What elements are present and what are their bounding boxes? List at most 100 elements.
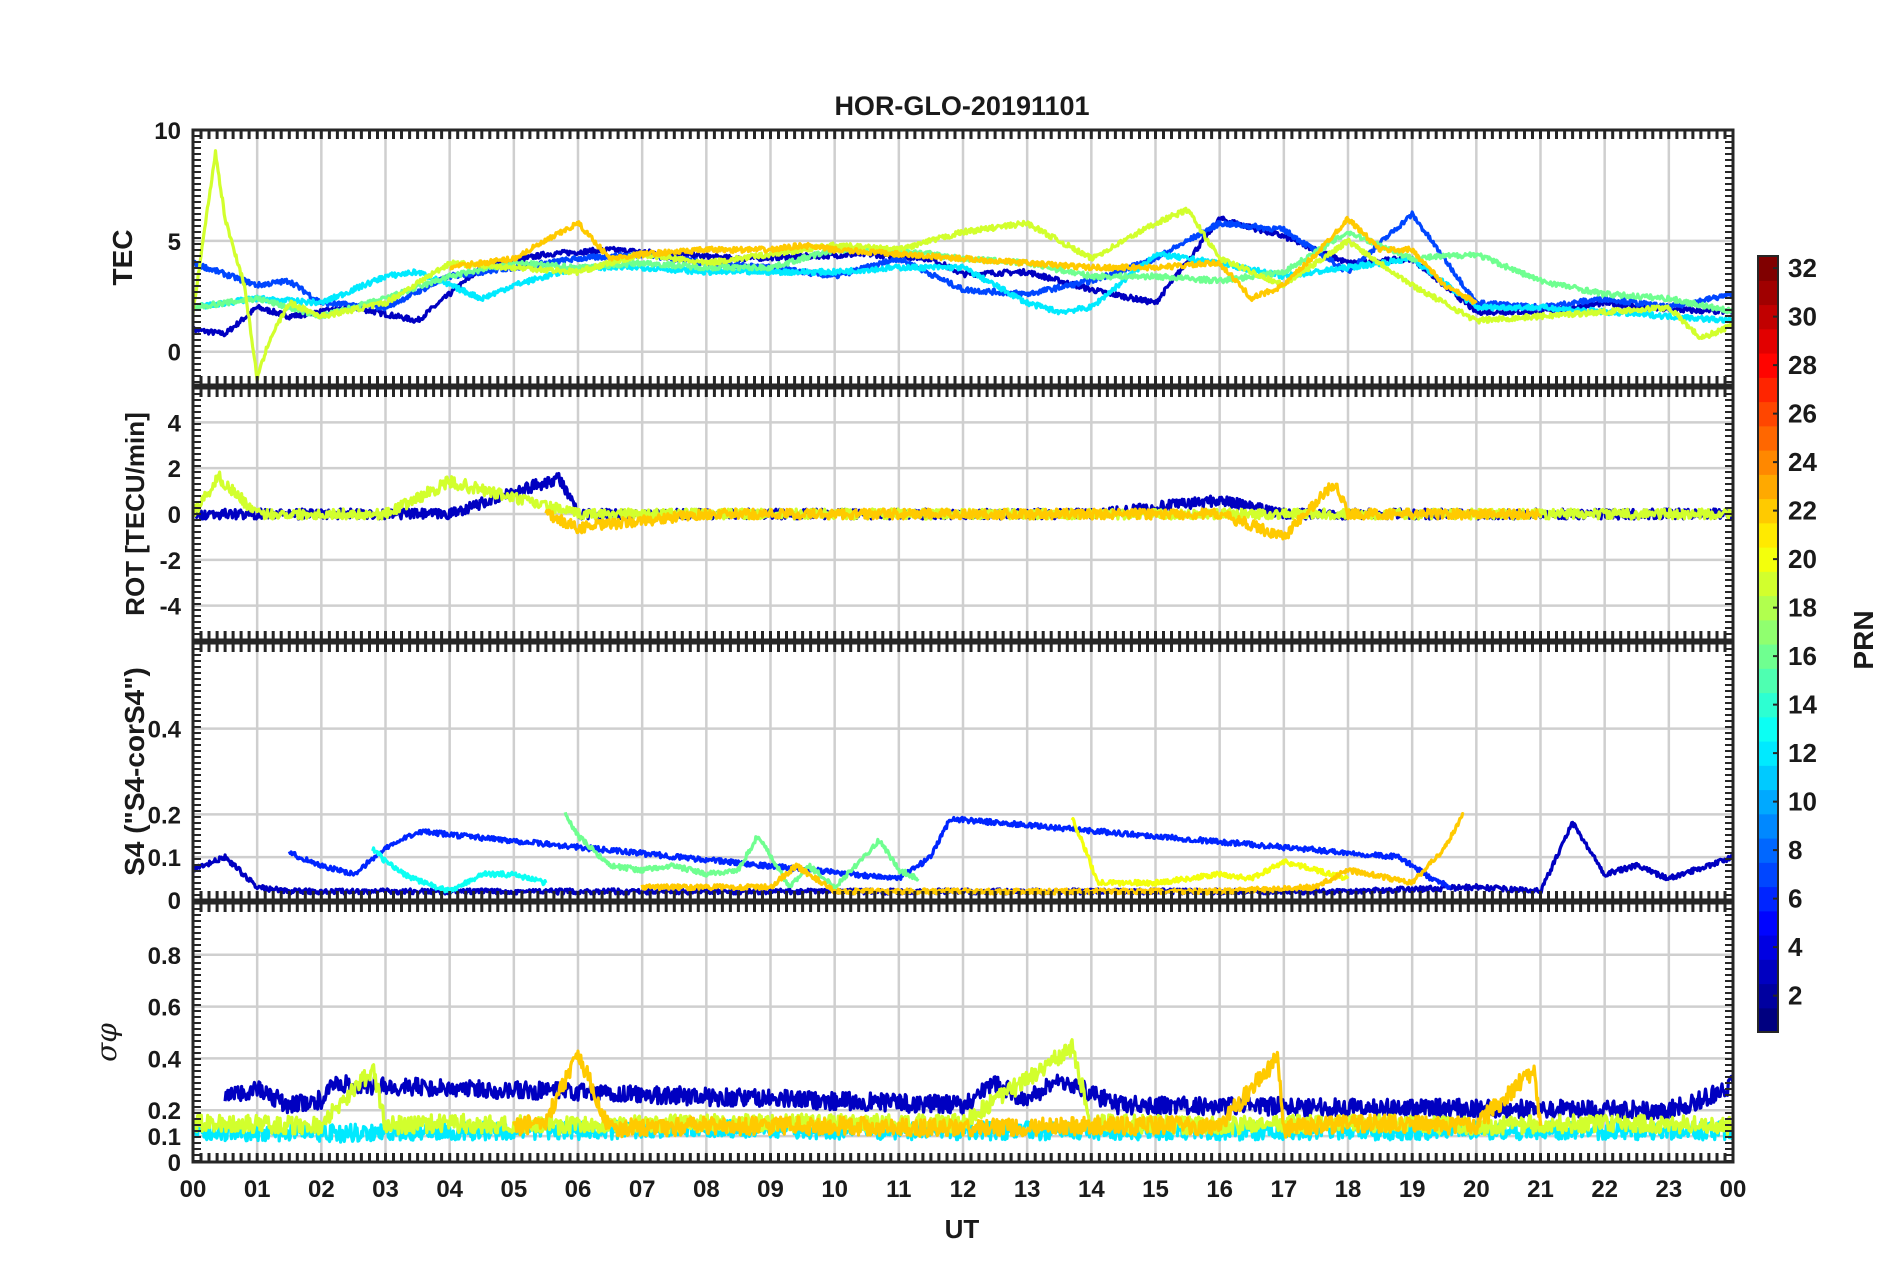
- series-prn-19: [193, 149, 1733, 382]
- colorbar-segment: [1758, 838, 1778, 863]
- colorbar-tick-label: 14: [1788, 690, 1817, 720]
- colorbar-tick-label: 4: [1788, 932, 1803, 962]
- y-axis-label: S4 ("S4-corS4"): [119, 667, 150, 876]
- y-tick-label: 4: [168, 410, 182, 437]
- colorbar-segment: [1758, 256, 1778, 281]
- y-tick-label: 0: [168, 502, 181, 529]
- x-tick-label: 05: [500, 1176, 527, 1203]
- x-tick-label: 22: [1591, 1176, 1618, 1203]
- colorbar-segment: [1758, 1007, 1778, 1033]
- x-tick-label: 20: [1463, 1176, 1490, 1203]
- y-axis-label: σφ: [90, 1023, 123, 1062]
- y-tick-label: -2: [160, 548, 181, 575]
- colorbar-tick-label: 32: [1788, 253, 1817, 283]
- colorbar-tick-label: 28: [1788, 350, 1817, 380]
- series-prn-22: [640, 811, 1465, 896]
- colorbar-tick-label: 18: [1788, 593, 1817, 623]
- x-tick-label: 03: [372, 1176, 399, 1203]
- colorbar-segment: [1758, 595, 1778, 621]
- x-axis-label: UT: [945, 1214, 980, 1244]
- minor-ticks-y: [193, 642, 1733, 896]
- x-tick-label: 21: [1527, 1176, 1554, 1203]
- series-prn-22: [512, 1049, 1543, 1139]
- colorbar-segment: [1758, 983, 1778, 1009]
- x-tick-label: 23: [1655, 1176, 1682, 1203]
- minor-ticks: [191, 903, 1735, 1162]
- x-tick-label: 14: [1078, 1176, 1105, 1203]
- colorbar-segment: [1758, 474, 1778, 500]
- series-prn-22: [544, 482, 1542, 541]
- y-tick-label: 0: [168, 1150, 181, 1177]
- x-tick-label: 19: [1399, 1176, 1426, 1203]
- colorbar-tick-label: 10: [1788, 787, 1817, 817]
- colorbar-segment: [1758, 304, 1778, 330]
- colorbar-segment: [1758, 450, 1778, 475]
- y-tick-label: 0.8: [148, 943, 181, 970]
- y-tick-label: 0.2: [148, 1098, 181, 1125]
- x-tick-label: 16: [1206, 1176, 1233, 1203]
- x-tick-label: 00: [1720, 1176, 1747, 1203]
- minor-ticks-y: [193, 902, 1733, 1162]
- minor-ticks: [191, 130, 1735, 385]
- y-tick-label: 0.4: [148, 1046, 182, 1073]
- y-tick-label: 0.6: [148, 995, 181, 1022]
- x-tick-label: 07: [629, 1176, 656, 1203]
- panel-sigma: 00.10.2 0.4 0.6 0.8 σφ: [90, 901, 1735, 1177]
- series-prn-16: [563, 811, 920, 891]
- colorbar-tick-label: 26: [1788, 399, 1817, 429]
- colorbar-segment: [1758, 862, 1778, 888]
- x-tick-label: 06: [565, 1176, 592, 1203]
- colorbar-segment: [1758, 935, 1778, 960]
- colorbar-label: PRN: [1848, 610, 1879, 669]
- x-tick-label: 15: [1142, 1176, 1169, 1203]
- series-prn-13: [371, 846, 548, 894]
- colorbar-frame: [1757, 255, 1779, 1033]
- colorbar-segment: [1758, 498, 1778, 524]
- colorbar-tick-label: 8: [1788, 835, 1802, 865]
- colorbar-segment: [1758, 619, 1778, 645]
- x-tick-label: 10: [821, 1176, 848, 1203]
- colorbar-segment: [1758, 280, 1778, 306]
- colorbar-segment: [1758, 353, 1778, 378]
- colorbar-segment: [1758, 571, 1778, 597]
- y-tick-label: 0.1: [148, 845, 181, 872]
- chart-title: HOR-GLO-20191101: [834, 91, 1089, 121]
- colorbar-tick-label: 16: [1788, 641, 1817, 671]
- colorbar-tick-label: 20: [1788, 544, 1817, 574]
- series-prn-3: [223, 1073, 1733, 1121]
- x-tick-label: 13: [1014, 1176, 1041, 1203]
- x-axis-ticks: 00 01 02 03 04 05 06 07 08 09 10 11 12 13 14 15 16 17 18 19…: [180, 1176, 1747, 1203]
- colorbar-segment: [1758, 425, 1778, 451]
- series-prn-20: [1070, 816, 1350, 887]
- colorbar-segment: [1758, 328, 1778, 354]
- y-tick-label: 0.2: [148, 802, 181, 829]
- y-tick-label: 0: [168, 340, 181, 367]
- colorbar-tick-label: 2: [1788, 981, 1802, 1011]
- x-tick-label: 18: [1335, 1176, 1362, 1203]
- y-tick-label: 0.4: [148, 717, 182, 744]
- colorbar-tick-label: 12: [1788, 738, 1817, 768]
- y-tick-label: 5: [168, 229, 181, 256]
- colorbar-tick-label: 30: [1788, 302, 1817, 332]
- y-tick-label: 0: [168, 888, 181, 915]
- colorbar-segment: [1758, 522, 1778, 548]
- x-tick-label: 09: [757, 1176, 784, 1203]
- panel-tec: 0 5 10 TEC: [107, 118, 1735, 387]
- colorbar-tick-label: 24: [1788, 447, 1817, 477]
- minor-ticks: [191, 643, 1735, 900]
- minor-ticks-y: [193, 387, 1733, 641]
- colorbar-segment: [1758, 741, 1778, 766]
- series-prn-6: [287, 815, 1452, 891]
- y-tick-label: -4: [160, 594, 182, 621]
- colorbar-segment: [1758, 910, 1778, 936]
- minor-ticks: [191, 388, 1735, 640]
- series-prn-12: [193, 251, 1733, 324]
- colorbar-segment: [1758, 765, 1778, 791]
- series-prn-16: [193, 230, 1733, 320]
- colorbar-segment: [1758, 401, 1778, 427]
- series-prn-22: [449, 215, 1478, 305]
- colorbar-tick-label: 6: [1788, 884, 1802, 914]
